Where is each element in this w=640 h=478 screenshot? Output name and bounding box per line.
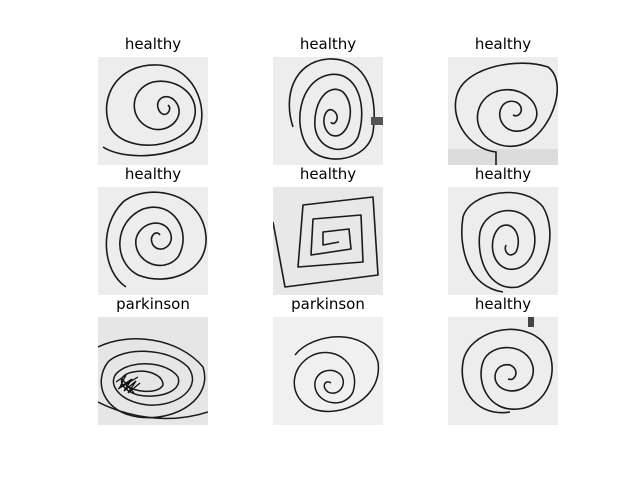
panel-label: healthy <box>299 165 357 183</box>
spiral-drawing <box>273 317 383 425</box>
panel-label: parkinson <box>291 295 365 313</box>
spiral-drawing <box>273 57 383 165</box>
panel-label: healthy <box>124 165 182 183</box>
panel-label: healthy <box>124 35 182 53</box>
spiral-drawing <box>98 317 208 425</box>
panel-label: parkinson <box>116 295 190 313</box>
spiral-drawing <box>273 187 383 295</box>
spiral-drawing <box>448 317 558 425</box>
spiral-drawing <box>98 187 208 295</box>
spiral-drawing <box>448 57 558 165</box>
spiral-drawing <box>448 187 558 295</box>
panel-label: healthy <box>474 35 532 53</box>
panel-label: healthy <box>474 165 532 183</box>
panel-label: healthy <box>474 295 532 313</box>
spiral-drawing <box>98 57 208 165</box>
panel-label: healthy <box>299 35 357 53</box>
